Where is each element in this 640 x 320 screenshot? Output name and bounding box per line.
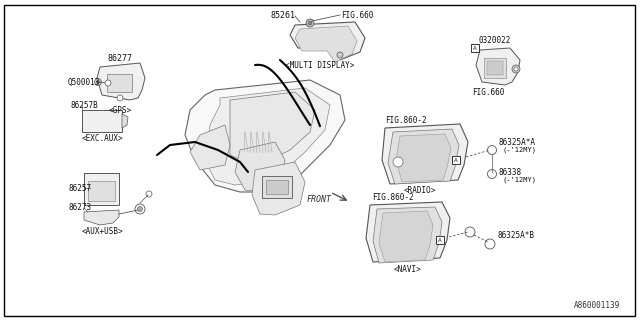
Bar <box>471 44 479 52</box>
Polygon shape <box>97 63 145 100</box>
Circle shape <box>337 52 343 58</box>
Bar <box>436 236 444 244</box>
Text: 86273: 86273 <box>68 204 91 212</box>
Bar <box>262 176 292 198</box>
Text: FIG.660: FIG.660 <box>341 11 373 20</box>
Text: 86277: 86277 <box>108 53 132 62</box>
Text: <EXC.AUX>: <EXC.AUX> <box>81 133 123 142</box>
Text: 86325A*A: 86325A*A <box>498 138 535 147</box>
Text: 0320022: 0320022 <box>478 36 510 44</box>
Circle shape <box>135 204 145 214</box>
Polygon shape <box>190 125 230 170</box>
Polygon shape <box>379 211 433 262</box>
Text: FRONT: FRONT <box>307 196 332 204</box>
Circle shape <box>488 170 497 179</box>
Text: <NAVI>: <NAVI> <box>393 266 421 275</box>
Polygon shape <box>205 88 330 185</box>
Text: <GPS>: <GPS> <box>108 106 132 115</box>
Text: <MULTI DISPLAY>: <MULTI DISPLAY> <box>285 60 355 69</box>
Bar <box>82 110 122 132</box>
Circle shape <box>105 80 111 86</box>
Circle shape <box>146 191 152 197</box>
Text: 86325A*B: 86325A*B <box>497 230 534 239</box>
Bar <box>84 173 119 205</box>
Text: FIG.860-2: FIG.860-2 <box>385 116 427 124</box>
Polygon shape <box>382 124 468 184</box>
Polygon shape <box>388 129 459 184</box>
Bar <box>107 74 132 92</box>
Polygon shape <box>366 202 450 262</box>
Text: 86338: 86338 <box>498 167 521 177</box>
Bar <box>484 58 506 78</box>
Bar <box>487 61 503 75</box>
Bar <box>266 180 288 194</box>
Text: 85261: 85261 <box>270 11 295 20</box>
Circle shape <box>308 21 312 25</box>
Polygon shape <box>84 210 119 225</box>
Text: <AUX+USB>: <AUX+USB> <box>81 228 123 236</box>
Text: A: A <box>438 237 442 243</box>
Polygon shape <box>185 80 345 192</box>
Text: A860001139: A860001139 <box>573 301 620 310</box>
Text: FIG.860-2: FIG.860-2 <box>372 194 413 203</box>
Polygon shape <box>252 162 305 215</box>
Text: Q500013: Q500013 <box>68 77 100 86</box>
Bar <box>452 156 460 164</box>
Circle shape <box>488 146 497 155</box>
Circle shape <box>465 227 475 237</box>
Text: (-'12MY): (-'12MY) <box>502 147 536 153</box>
Polygon shape <box>230 92 315 163</box>
Text: (-'12MY): (-'12MY) <box>502 177 536 183</box>
Polygon shape <box>122 114 128 128</box>
Polygon shape <box>396 134 451 182</box>
Polygon shape <box>235 142 285 192</box>
Text: A: A <box>454 157 458 163</box>
Circle shape <box>306 19 314 27</box>
Text: 86257B: 86257B <box>70 100 98 109</box>
Circle shape <box>514 67 518 71</box>
Bar <box>88 181 115 201</box>
Text: A: A <box>473 45 477 51</box>
Circle shape <box>97 81 99 84</box>
Circle shape <box>393 157 403 167</box>
Text: FIG.660: FIG.660 <box>472 87 504 97</box>
Polygon shape <box>476 48 520 85</box>
Circle shape <box>117 95 123 101</box>
Circle shape <box>512 65 520 73</box>
Text: 86257: 86257 <box>68 183 91 193</box>
Polygon shape <box>295 26 357 62</box>
Polygon shape <box>373 207 442 263</box>
Text: <RADIO>: <RADIO> <box>404 186 436 195</box>
Circle shape <box>95 78 102 85</box>
Circle shape <box>138 206 143 212</box>
Polygon shape <box>290 22 365 60</box>
Circle shape <box>485 239 495 249</box>
